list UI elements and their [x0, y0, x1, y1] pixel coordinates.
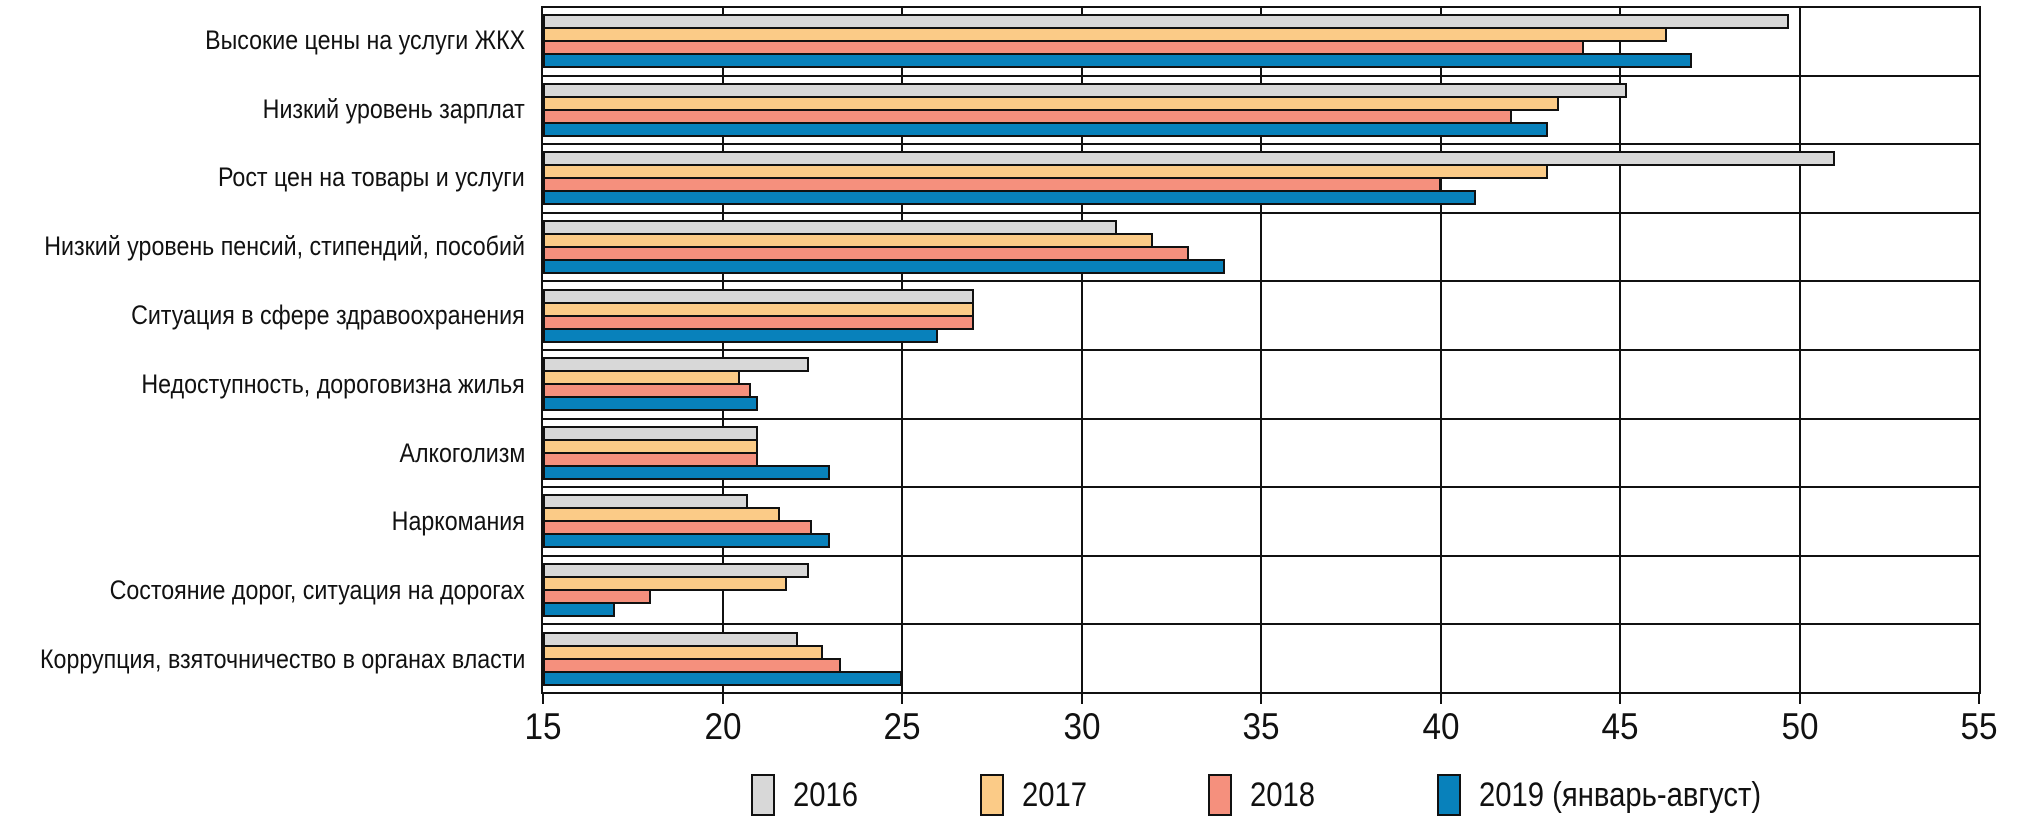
legend-label: 2017 — [1021, 775, 1087, 814]
legend-swatch-2017 — [979, 774, 1004, 816]
bar-2019-5 — [543, 327, 938, 343]
category-label: Ситуация в сфере здравоохранения — [131, 300, 525, 331]
bar-group — [543, 282, 1979, 351]
bar-2019-6 — [543, 396, 759, 412]
x-tick-label: 55 — [1960, 706, 1998, 747]
x-axis: 15 20 25 30 35 40 45 50 55 — [524, 694, 1998, 754]
bar-group — [543, 77, 1979, 146]
bar-2019-7 — [543, 464, 831, 480]
legend-item-2016: 2016 — [751, 774, 869, 816]
legend-item-2017: 2017 — [979, 774, 1098, 816]
x-tick-label: 50 — [1780, 706, 1819, 747]
bar-2019-2 — [543, 121, 1549, 137]
legend-swatch-2019 — [1436, 774, 1461, 816]
bar-2019-9 — [543, 602, 615, 618]
bar-groups — [543, 8, 1979, 692]
category-label: Рост цен на товары и услуги — [218, 162, 525, 193]
bar-2019-10 — [543, 670, 902, 686]
bar-group — [543, 625, 1979, 692]
bar-group — [543, 351, 1979, 420]
bar-group — [543, 145, 1979, 214]
axis-tick-mark — [721, 694, 724, 704]
category-label: Наркомания — [391, 506, 525, 537]
x-tick-label: 20 — [703, 706, 742, 747]
x-tick-label: 15 — [524, 706, 562, 747]
category-label: Коррупция, взяточничество в органах влас… — [39, 644, 525, 675]
axis-tick-mark — [1080, 694, 1083, 704]
legend-swatch-2018 — [1208, 774, 1233, 816]
axis-tick-mark — [1978, 694, 1980, 704]
axis-tick-mark — [901, 694, 903, 704]
category-label: Алкоголизм — [399, 437, 525, 468]
x-tick-label: 35 — [1242, 706, 1280, 747]
axis-tick-mark — [1260, 694, 1262, 704]
bar-group — [543, 420, 1979, 489]
bar-group — [543, 8, 1979, 77]
legend-swatch-2016 — [751, 774, 775, 816]
bar-group — [543, 557, 1979, 626]
axis-tick-mark — [1798, 694, 1801, 704]
axis-tick-mark — [1619, 694, 1621, 704]
category-axis-labels: Высокие цены на услуги ЖКХ Низкий уровен… — [0, 6, 525, 694]
legend-label: 2018 — [1250, 775, 1316, 814]
x-tick-label: 45 — [1601, 706, 1639, 747]
category-label: Состояние дорог, ситуация на дорогах — [109, 575, 525, 606]
legend-label: 2019 (январь-август) — [1478, 775, 1762, 814]
legend-item-2019: 2019 (январь-август) — [1436, 774, 1807, 816]
x-tick-label: 30 — [1062, 706, 1101, 747]
axis-tick-mark — [542, 694, 544, 704]
legend-item-2018: 2018 — [1208, 774, 1326, 816]
bar-group — [543, 488, 1979, 557]
x-tick-label: 25 — [883, 706, 921, 747]
legend-label: 2016 — [793, 775, 859, 814]
legend: 2016 2017 2018 2019 (январь-август) — [751, 770, 1807, 820]
category-label: Высокие цены на услуги ЖКХ — [204, 24, 525, 55]
bar-2017-9 — [543, 576, 788, 592]
x-tick-label: 40 — [1421, 706, 1460, 747]
category-label: Низкий уровень пенсий, стипендий, пособи… — [44, 231, 525, 262]
category-label: Низкий уровень зарплат — [262, 93, 525, 124]
bar-2019-8 — [543, 533, 831, 549]
bar-2019-4 — [543, 259, 1226, 275]
axis-tick-mark — [1439, 694, 1442, 704]
bar-2019-3 — [543, 190, 1477, 206]
plot-area — [541, 6, 1981, 694]
bar-2019-1 — [543, 53, 1692, 69]
category-label: Недоступность, дороговизна жилья — [141, 368, 525, 399]
bar-group — [543, 214, 1979, 283]
